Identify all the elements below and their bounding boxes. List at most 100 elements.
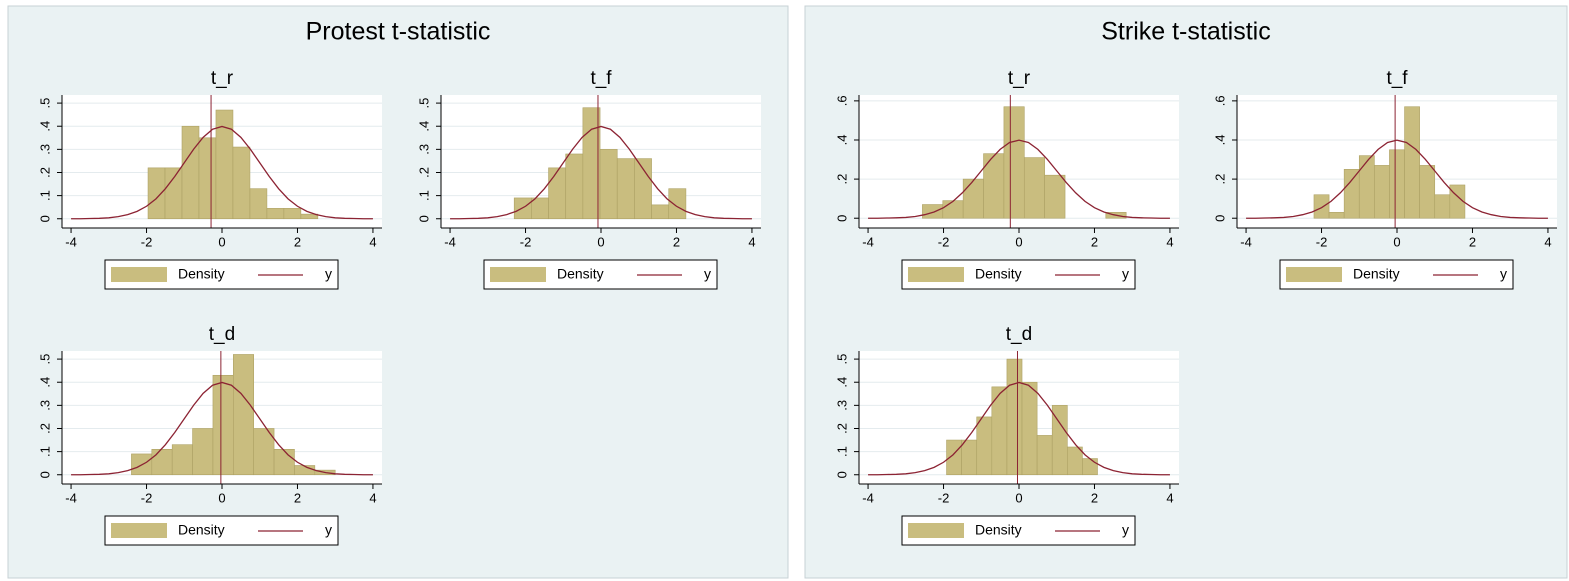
legend-swatch [111, 523, 167, 538]
bar [151, 449, 173, 476]
x-tick-label: -4 [862, 234, 874, 249]
legend-swatch [490, 267, 546, 282]
bar [215, 109, 234, 220]
y-tick-label: .2 [834, 423, 849, 434]
bar [599, 149, 618, 220]
y-tick-label: 0 [37, 471, 52, 478]
x-tick-label: 4 [1166, 234, 1173, 249]
legend-swatch [1286, 267, 1342, 282]
y-tick-label: .3 [416, 144, 431, 155]
legend-label: y [1122, 522, 1129, 538]
y-tick-label: .2 [37, 423, 52, 434]
subplot-title: t_r [211, 68, 234, 89]
y-tick-label: .5 [37, 354, 52, 365]
bar [294, 465, 316, 476]
panel-background [7, 5, 789, 579]
x-tick-label: -2 [520, 234, 532, 249]
x-tick-label: -2 [1316, 234, 1328, 249]
x-tick-label: 0 [597, 234, 604, 249]
x-tick-label: 2 [1469, 234, 1476, 249]
density-curve [868, 381, 1170, 476]
bar [181, 125, 200, 220]
bar [1036, 435, 1053, 476]
bar [192, 428, 214, 476]
bar [1006, 358, 1023, 476]
x-tick-label: 0 [1015, 490, 1022, 505]
density-curve [868, 139, 1170, 219]
x-tick-label: 4 [1166, 490, 1173, 505]
y-tick-label: 0 [834, 471, 849, 478]
legend-swatch [111, 267, 167, 282]
density-curve [1246, 139, 1548, 219]
bar [171, 444, 193, 476]
x-tick-label: -2 [938, 234, 950, 249]
y-tick-label: .2 [37, 167, 52, 178]
panel-background [804, 5, 1568, 579]
bar [1374, 165, 1390, 219]
bar [651, 204, 670, 220]
bar [1023, 157, 1045, 219]
bar [1313, 194, 1330, 219]
bar [531, 197, 549, 220]
legend-label: y [1122, 266, 1129, 282]
bar [147, 167, 166, 220]
y-tick-label: .6 [834, 95, 849, 106]
y-tick-label: .4 [1212, 135, 1227, 146]
y-tick-label: .4 [834, 135, 849, 146]
legend-swatch [908, 267, 964, 282]
y-tick-label: .1 [37, 190, 52, 201]
bar [1343, 169, 1360, 219]
y-tick-label: 0 [37, 215, 52, 222]
y-tick-label: .2 [834, 174, 849, 185]
bar [1358, 155, 1375, 219]
density-curve [71, 381, 373, 476]
y-tick-label: .5 [416, 98, 431, 109]
y-tick-label: .3 [834, 400, 849, 411]
y-tick-label: .4 [834, 377, 849, 388]
subplot-title: t_r [1008, 68, 1031, 89]
x-tick-label: 4 [369, 490, 376, 505]
subplot-title: t_f [1386, 68, 1408, 89]
bar [164, 167, 183, 220]
bar [233, 354, 254, 476]
x-tick-label: -2 [938, 490, 950, 505]
y-tick-label: .2 [416, 167, 431, 178]
legend-label: y [325, 522, 332, 538]
x-tick-label: 0 [1015, 234, 1022, 249]
bar [283, 208, 302, 220]
bar [1389, 149, 1405, 219]
bar [1419, 165, 1436, 219]
density-curve [71, 125, 373, 220]
bar [300, 213, 319, 220]
x-tick-label: 2 [673, 234, 680, 249]
x-tick-label: -4 [65, 490, 77, 505]
x-tick-label: 2 [1091, 490, 1098, 505]
x-tick-label: -4 [65, 234, 77, 249]
y-tick-label: .5 [834, 354, 849, 365]
bar [198, 137, 217, 220]
bar [961, 439, 978, 476]
bar [1021, 381, 1038, 476]
bar [273, 449, 295, 476]
bar [634, 158, 652, 220]
x-tick-label: 4 [748, 234, 755, 249]
x-tick-label: 0 [1393, 234, 1400, 249]
bar [976, 416, 993, 476]
legend-label: Density [975, 266, 1022, 282]
y-tick-label: .5 [37, 98, 52, 109]
bar [1044, 174, 1066, 219]
legend-label: y [704, 266, 711, 282]
bar [232, 146, 251, 220]
bar [1051, 405, 1068, 476]
bar [249, 188, 268, 220]
bar [922, 204, 944, 219]
legend-label: Density [178, 522, 225, 538]
y-tick-label: .3 [37, 144, 52, 155]
y-tick-label: .3 [37, 400, 52, 411]
legend-swatch [908, 523, 964, 538]
legend-label: Density [557, 266, 604, 282]
y-tick-label: .1 [834, 446, 849, 457]
x-tick-label: -4 [1240, 234, 1252, 249]
panel-title: Protest t-statistic [306, 18, 491, 46]
